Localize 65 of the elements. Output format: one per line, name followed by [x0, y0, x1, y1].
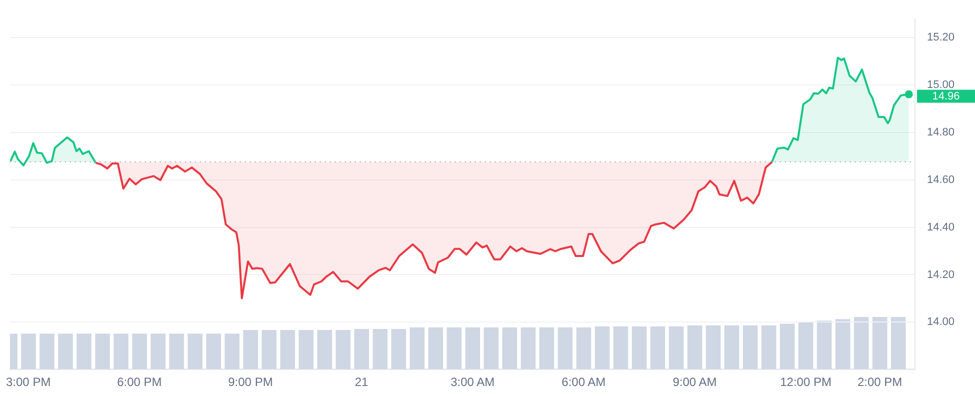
- bar: [872, 316, 888, 369]
- bar: [668, 326, 684, 369]
- y-tick-label: 15.00: [927, 79, 955, 92]
- bar: [816, 320, 832, 369]
- bar: [354, 328, 369, 369]
- x-tick-label: 9:00 PM: [228, 375, 273, 390]
- bar: [262, 330, 276, 369]
- bar: [391, 328, 406, 369]
- bar: [187, 333, 202, 369]
- bar: [150, 333, 166, 369]
- bar: [780, 323, 795, 369]
- x-tick-label: 12:00 PM: [780, 375, 832, 390]
- x-tick-label: 3:00 AM: [450, 375, 495, 390]
- bar: [224, 333, 240, 369]
- bar: [465, 326, 480, 369]
- bar: [243, 330, 258, 369]
- bar: [835, 318, 850, 369]
- x-tick-label: 6:00 PM: [117, 375, 162, 390]
- bar: [410, 326, 424, 369]
- bar: [428, 326, 443, 369]
- bar: [594, 326, 610, 369]
- bar: [613, 326, 628, 369]
- x-tick-label: 21: [354, 375, 369, 390]
- y-tick-label: 15.20: [927, 32, 955, 44]
- bar: [113, 333, 128, 369]
- x-tick-label: 3:00 PM: [6, 375, 51, 390]
- y-tick-label: 14.00: [927, 316, 955, 328]
- bar: [520, 326, 536, 369]
- bar: [76, 333, 92, 369]
- bar: [742, 324, 758, 369]
- bar: [317, 330, 332, 369]
- bar: [446, 326, 462, 369]
- bar: [372, 328, 388, 369]
- bar: [650, 326, 665, 369]
- y-tick-label: 14.80: [927, 126, 955, 138]
- bar: [206, 333, 221, 369]
- y-tick-label: 14.40: [927, 221, 955, 234]
- bar: [502, 326, 517, 369]
- bar: [280, 330, 295, 369]
- y-tick-label: 14.20: [927, 268, 955, 281]
- bar: [558, 326, 572, 369]
- bar: [706, 324, 721, 369]
- bar: [854, 316, 869, 369]
- x-tick-label: 9:00 AM: [672, 375, 717, 390]
- bar: [20, 333, 36, 369]
- bar: [298, 330, 314, 369]
- x-tick-label: 6:00 AM: [562, 375, 606, 390]
- bar: [687, 324, 702, 369]
- bar: [132, 333, 147, 369]
- bar: [761, 324, 776, 369]
- bar: [336, 330, 350, 369]
- x-tick-label: 2:00 PM: [857, 375, 902, 390]
- bar: [39, 333, 54, 369]
- bar: [724, 324, 740, 369]
- bar: [94, 333, 110, 369]
- bar: [168, 333, 184, 369]
- text: 14.96: [932, 90, 960, 102]
- bar: [58, 333, 73, 369]
- bar: [539, 326, 554, 369]
- bar: [798, 322, 814, 369]
- y-tick-label: 14.60: [927, 174, 955, 186]
- bar: [632, 326, 646, 369]
- bar: [484, 326, 498, 369]
- bar: [890, 316, 906, 369]
- bar: [576, 326, 591, 369]
